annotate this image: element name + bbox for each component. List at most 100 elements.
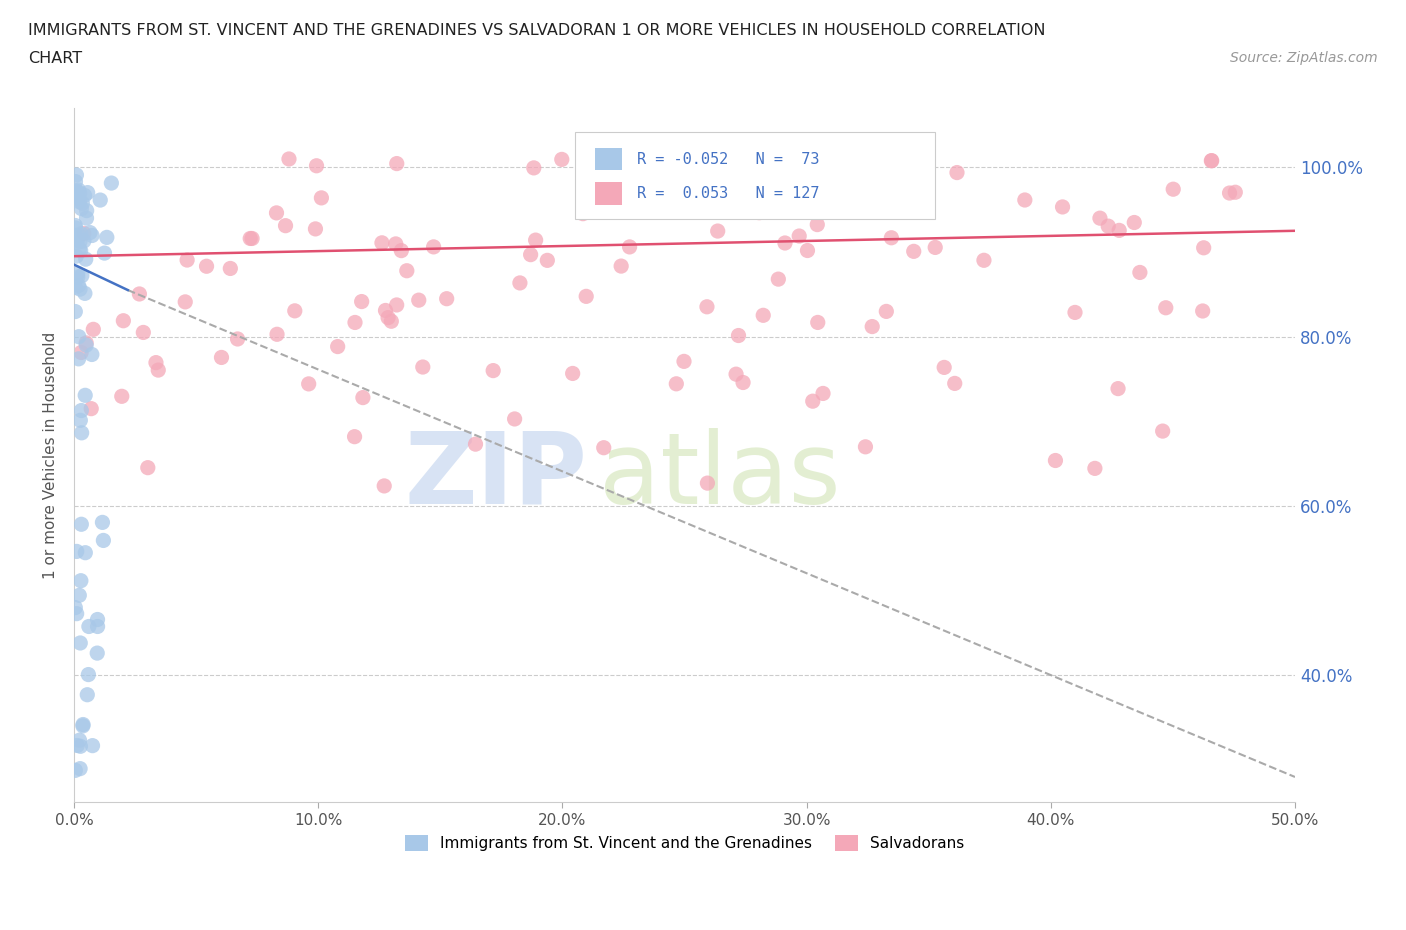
Point xyxy=(665,377,688,392)
Point xyxy=(1088,211,1111,226)
Point xyxy=(73,226,96,241)
Point xyxy=(706,223,728,238)
Point xyxy=(304,221,326,236)
Point xyxy=(373,478,395,493)
Point xyxy=(860,166,883,180)
Point xyxy=(910,187,932,202)
Point xyxy=(69,234,91,249)
Point xyxy=(619,239,641,254)
Point xyxy=(226,331,249,346)
Point xyxy=(67,182,90,197)
Point xyxy=(876,171,898,186)
Point xyxy=(408,293,430,308)
Point xyxy=(389,243,412,258)
Point xyxy=(65,763,87,777)
Point xyxy=(70,425,93,440)
Point xyxy=(70,517,93,532)
Point xyxy=(266,326,288,341)
Point xyxy=(100,176,122,191)
Point xyxy=(70,345,93,360)
Legend: Immigrants from St. Vincent and the Grenadines, Salvadorans: Immigrants from St. Vincent and the Gren… xyxy=(399,829,970,857)
Point xyxy=(77,667,100,682)
Text: R =  0.053   N = 127: R = 0.053 N = 127 xyxy=(637,186,820,201)
Point xyxy=(628,200,651,215)
Point xyxy=(69,733,91,748)
Point xyxy=(801,170,824,185)
Point xyxy=(76,687,98,702)
Point xyxy=(807,315,830,330)
Point xyxy=(696,475,718,490)
Point xyxy=(1014,193,1036,207)
Point xyxy=(65,186,87,201)
Point xyxy=(75,338,97,352)
Point xyxy=(311,191,333,206)
Point xyxy=(1129,265,1152,280)
Point xyxy=(905,190,928,205)
Point xyxy=(592,440,614,455)
Point xyxy=(503,411,526,426)
Point xyxy=(841,176,863,191)
Point xyxy=(67,588,90,603)
Point xyxy=(422,239,444,254)
Point xyxy=(80,228,103,243)
Point xyxy=(872,173,894,188)
Point xyxy=(305,158,328,173)
Point xyxy=(70,268,93,283)
Point xyxy=(1192,240,1215,255)
Point xyxy=(725,366,748,381)
Point xyxy=(112,313,135,328)
Point xyxy=(412,360,434,375)
Text: CHART: CHART xyxy=(28,51,82,66)
FancyBboxPatch shape xyxy=(595,182,623,205)
Point xyxy=(575,289,598,304)
Point xyxy=(380,313,402,328)
Point xyxy=(482,363,505,378)
FancyBboxPatch shape xyxy=(595,148,623,170)
Point xyxy=(69,282,91,297)
Point xyxy=(371,235,394,250)
Point xyxy=(385,298,408,312)
Point xyxy=(80,347,103,362)
Point xyxy=(148,363,170,378)
Point xyxy=(860,319,883,334)
Point xyxy=(374,303,396,318)
Point xyxy=(610,259,633,273)
Text: R = -0.052   N =  73: R = -0.052 N = 73 xyxy=(637,152,820,166)
Point xyxy=(66,606,89,621)
Point xyxy=(176,253,198,268)
Point xyxy=(69,762,91,777)
Point xyxy=(72,195,94,210)
Point xyxy=(70,573,93,588)
Point xyxy=(66,191,89,206)
Text: Source: ZipAtlas.com: Source: ZipAtlas.com xyxy=(1230,51,1378,65)
Point xyxy=(1108,223,1130,238)
Point xyxy=(86,619,108,634)
Point xyxy=(75,388,97,403)
Point xyxy=(79,225,101,240)
Point xyxy=(145,355,167,370)
Point xyxy=(66,738,89,753)
Point xyxy=(536,253,558,268)
Point xyxy=(67,229,90,244)
Point xyxy=(82,738,104,753)
Point xyxy=(65,167,87,182)
Text: atlas: atlas xyxy=(599,428,841,525)
Point xyxy=(66,544,89,559)
Point xyxy=(801,393,824,408)
Point xyxy=(946,166,969,180)
Point xyxy=(66,270,89,285)
Point xyxy=(524,232,547,247)
Point xyxy=(136,460,159,475)
Point xyxy=(436,291,458,306)
Point xyxy=(195,259,218,273)
Point xyxy=(650,193,672,208)
Point xyxy=(65,600,87,615)
Point xyxy=(934,360,956,375)
Point xyxy=(768,272,790,286)
Point xyxy=(883,153,905,168)
Point xyxy=(76,185,98,200)
Point xyxy=(856,157,879,172)
Point xyxy=(284,303,307,318)
Point xyxy=(1219,186,1241,201)
Point xyxy=(1154,300,1177,315)
